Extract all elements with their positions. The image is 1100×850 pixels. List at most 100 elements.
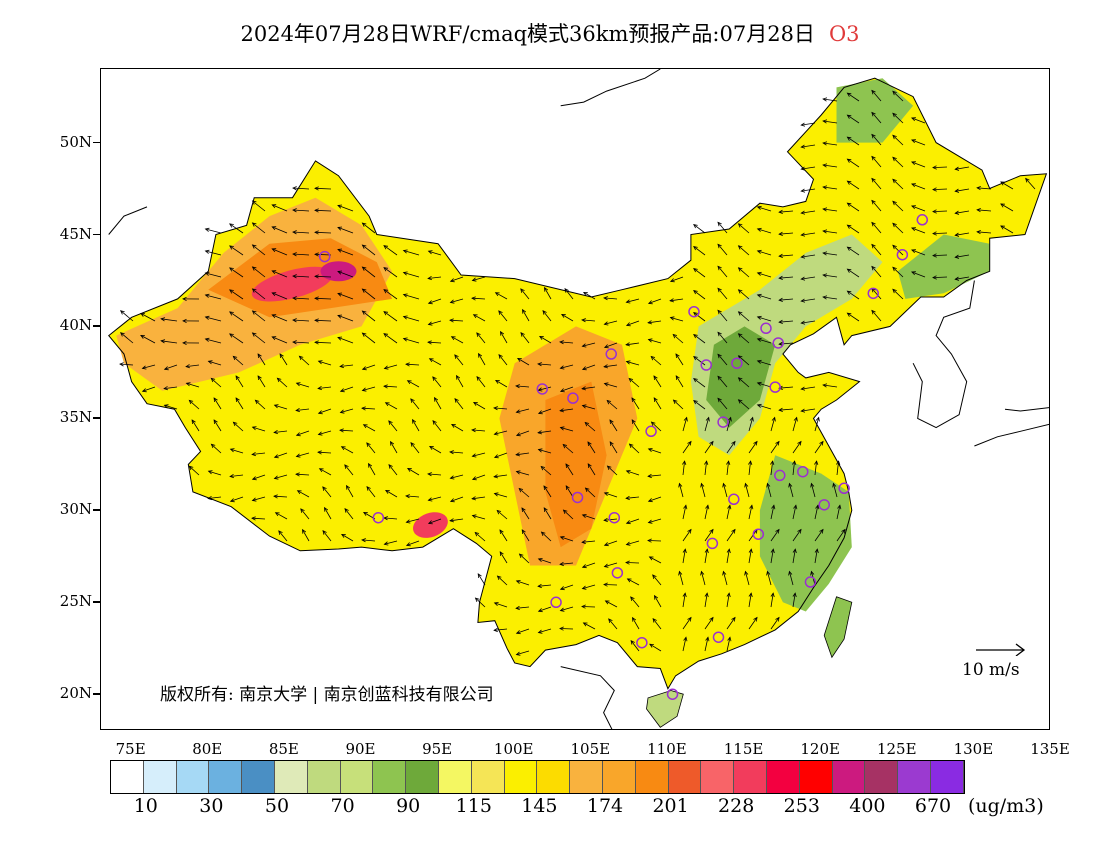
wind-arrow [800, 276, 816, 281]
wind-arrow [361, 332, 376, 344]
wind-arrow [693, 268, 706, 278]
wind-arrow [722, 482, 728, 498]
wind-arrow [626, 578, 640, 586]
wind-arrow [384, 402, 398, 410]
wind-arrow [559, 561, 574, 567]
wind-arrow [473, 401, 486, 410]
wind-arrow [254, 399, 266, 410]
wind-arrow [383, 364, 398, 370]
wind-arrow [337, 314, 354, 322]
wind-arrow [770, 504, 776, 520]
wind-arrow [273, 452, 288, 459]
wind-arrow [726, 416, 732, 432]
wind-arrow [278, 530, 288, 542]
wind-arrow [954, 188, 970, 193]
wind-arrow [515, 650, 530, 656]
wind-arrow [814, 416, 820, 432]
wind-arrow [846, 268, 860, 278]
balkhash-shore [108, 206, 148, 235]
wind-arrow [292, 274, 310, 279]
wind-arrow [160, 317, 178, 322]
ozone-peak-tibet [413, 512, 448, 538]
wind-arrow [229, 448, 244, 454]
wind-arrow [257, 353, 266, 366]
station-marker [571, 491, 584, 504]
wind-arrow [454, 397, 464, 410]
wind-arrow [427, 250, 442, 256]
wind-arrow [625, 540, 640, 546]
wind-arrow [229, 311, 244, 322]
wind-arrow [822, 229, 838, 234]
wind-arrow [204, 271, 222, 278]
station-marker [318, 250, 331, 263]
wind-arrow [722, 570, 728, 586]
wind-arrow [932, 275, 948, 280]
wind-arrow [717, 397, 728, 410]
wind-arrow [682, 416, 688, 432]
wind-reference-text: 10 m/s [962, 660, 1020, 680]
wind-arrow [800, 386, 816, 391]
colorbar-label: 400 [849, 795, 886, 817]
wind-arrow [207, 470, 222, 476]
wind-arrow [273, 404, 288, 410]
lon-label: 85E [268, 740, 299, 758]
wind-arrow [141, 386, 156, 393]
wind-arrow [521, 507, 530, 520]
wind-arrow [632, 616, 640, 630]
station-marker [636, 636, 648, 649]
wind-reference-arrow [976, 643, 1026, 656]
wind-arrow [383, 540, 398, 546]
wind-arrow [296, 490, 310, 498]
wind-arrow [119, 310, 134, 322]
station-marker [916, 214, 929, 226]
wind-arrow [204, 315, 222, 322]
china-border [107, 77, 1048, 690]
wind-arrow [792, 440, 802, 454]
wind-arrow [822, 383, 838, 388]
station-marker [536, 383, 549, 395]
wind-arrow [388, 420, 398, 432]
wind-arrow [540, 465, 552, 476]
wind-arrow [274, 512, 288, 520]
colorbar-cell [307, 761, 341, 793]
wind-arrow [822, 185, 838, 190]
lon-label: 120E [800, 740, 840, 758]
station-marker [567, 392, 579, 404]
japan-coastline [974, 423, 1049, 447]
wind-arrow [778, 319, 794, 324]
station-marker [608, 511, 621, 524]
colorbar-cell [111, 761, 144, 793]
colorbar-label: 670 [914, 795, 952, 817]
station-marker [700, 359, 712, 371]
wind-arrow [892, 178, 904, 190]
wind-arrow [515, 628, 530, 635]
wind-arrow [892, 112, 904, 124]
wind-arrow [693, 334, 706, 344]
wind-arrow [271, 314, 288, 322]
wind-arrow [322, 529, 332, 542]
wind-arrow [606, 465, 618, 476]
wind-arrow [932, 253, 948, 258]
wind-arrow [471, 496, 486, 501]
wind-arrow [427, 472, 442, 477]
colorbar-cell [898, 761, 931, 793]
wind-arrow [737, 311, 750, 322]
wind-arrow [407, 467, 420, 476]
colorbar-cell [799, 761, 833, 793]
station-marker [760, 322, 772, 335]
station-marker [550, 596, 562, 609]
wind-arrow [625, 560, 640, 565]
wind-arrow [235, 375, 244, 388]
lat-label: 50N [59, 132, 92, 151]
wind-arrow [449, 318, 464, 323]
wind-arrow [704, 504, 710, 520]
colorbar-cell [471, 761, 505, 793]
wind-arrow [210, 443, 222, 454]
wind-arrow [251, 200, 266, 212]
wind-arrow [647, 518, 662, 524]
wind-arrow [361, 538, 376, 543]
wind-arrow [273, 474, 288, 480]
colorbar-label: 50 [264, 795, 290, 817]
wind-arrow [390, 440, 398, 454]
wind-arrow [295, 472, 310, 477]
